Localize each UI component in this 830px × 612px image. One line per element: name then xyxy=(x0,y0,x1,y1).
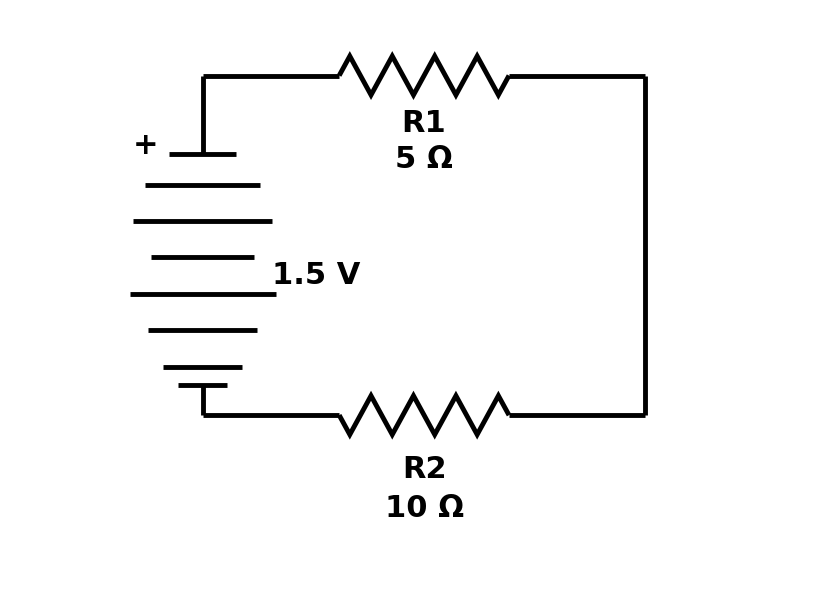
Text: 5 Ω: 5 Ω xyxy=(395,145,453,174)
Text: 10 Ω: 10 Ω xyxy=(384,494,464,523)
Text: +: + xyxy=(132,131,158,160)
Text: R1: R1 xyxy=(402,109,447,138)
Text: R2: R2 xyxy=(402,455,447,483)
Text: 1.5 V: 1.5 V xyxy=(272,261,361,290)
